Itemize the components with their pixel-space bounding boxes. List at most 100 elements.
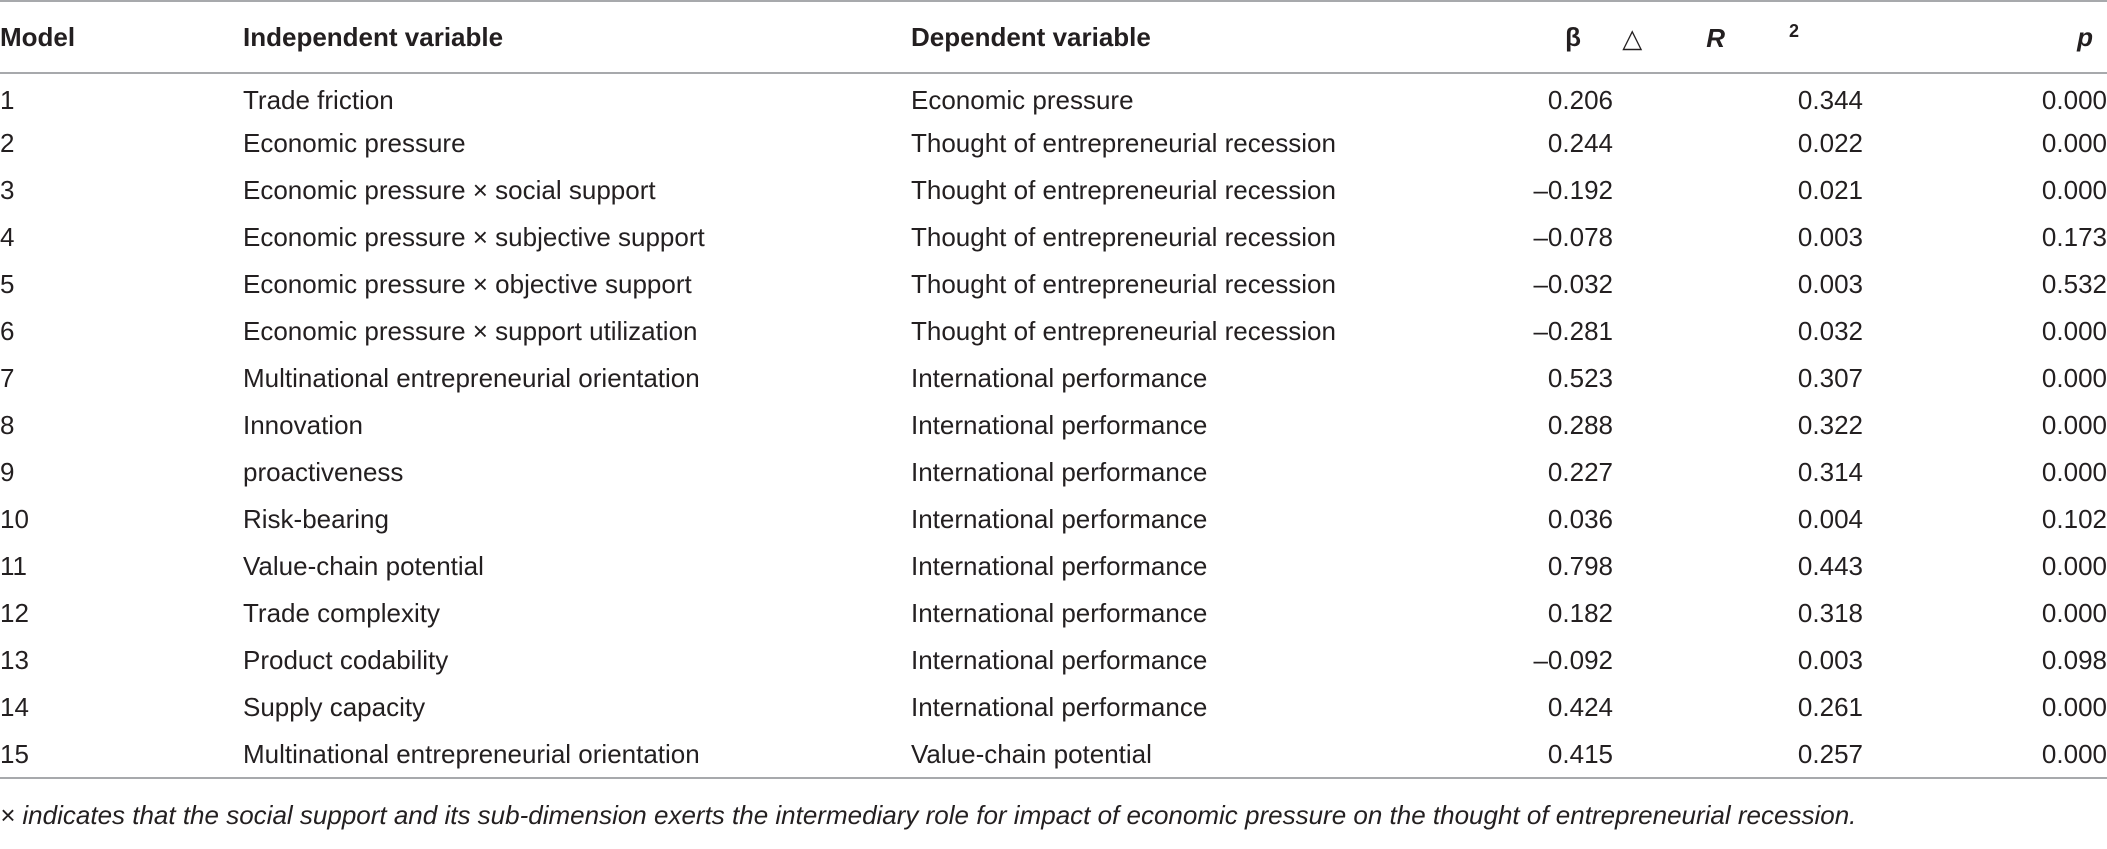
cell-model: 8	[0, 410, 15, 440]
header-dependent-variable: Dependent variable	[911, 0, 1451, 74]
header-row: Model Independent variable Dependent var…	[0, 0, 2107, 74]
cell-beta: 0.206	[1547, 84, 1613, 115]
cell-beta: 0.288	[1547, 410, 1613, 440]
cell-delta-r2: 0.032	[1797, 316, 1863, 346]
cell-model: 11	[0, 551, 27, 581]
cell-independent-variable: Economic pressure	[243, 128, 466, 158]
cell-model: 15	[0, 731, 243, 779]
table-row: 6 Economic pressure × support utilization…	[0, 308, 2107, 355]
cell-delta-r2: 0.004	[1797, 504, 1863, 534]
cell-independent-variable: Multinational entrepreneurial orientatio…	[243, 363, 700, 393]
table-row: 1 Trade friction Economic pressure 0.206 0.3…	[0, 73, 2107, 120]
cell-independent-variable: Value-chain potential	[243, 551, 484, 581]
table-row: 4 Economic pressure × subjective support T…	[0, 214, 2107, 261]
cell-beta: –0.078	[1533, 222, 1613, 252]
cell-beta: 0.415	[1451, 731, 1613, 779]
header-p-label: p	[2077, 21, 2093, 52]
cell-model: 14	[0, 692, 29, 722]
cell-independent-variable: Economic pressure × social support	[243, 175, 656, 205]
table-row: 2 Economic pressure Thought of entrepreneu…	[0, 120, 2107, 167]
cell-independent-variable: Economic pressure × objective support	[243, 269, 692, 299]
cell-dependent-variable: Value-chain potential	[911, 731, 1451, 779]
table-row: 12 Trade complexity International performa…	[0, 590, 2107, 637]
cell-delta-r2: 0.022	[1797, 128, 1863, 158]
cell-independent-variable: Supply capacity	[243, 692, 426, 722]
cell-beta: 0.036	[1547, 504, 1613, 534]
table-body: 1 Trade friction Economic pressure 0.206 0.3…	[0, 73, 2107, 779]
cell-dependent-variable: International performance	[911, 410, 1208, 440]
delta-symbol: △	[1622, 22, 1643, 53]
cell-delta-r2: 0.344	[1797, 84, 1863, 115]
cell-p: 0.000	[1863, 731, 2107, 779]
cell-dependent-variable: International performance	[911, 598, 1208, 628]
table-row: 10 Risk-bearing International performance 0…	[0, 496, 2107, 543]
cell-p: 0.000	[2041, 316, 2107, 346]
cell-dependent-variable: Thought of entrepreneurial recession	[911, 175, 1336, 205]
cell-delta-r2: 0.021	[1797, 175, 1863, 205]
cell-beta: –0.032	[1533, 269, 1613, 299]
header-independent-variable: Independent variable	[243, 0, 911, 74]
cell-beta: –0.192	[1533, 175, 1613, 205]
table-row: 9 proactiveness International performance 0…	[0, 449, 2107, 496]
cell-model: 9	[0, 457, 15, 487]
header-delta-r2-label: △ R 2	[1622, 21, 1799, 54]
cell-dependent-variable: International performance	[911, 504, 1208, 534]
table-row: 13 Product codability International perfor…	[0, 637, 2107, 684]
cell-beta: 0.798	[1547, 551, 1613, 581]
cell-model: 2	[0, 128, 15, 158]
cell-beta: 0.244	[1547, 128, 1613, 158]
cell-beta: 0.227	[1547, 457, 1613, 487]
header-delta-r2: △ R 2	[1613, 0, 1863, 74]
cell-dependent-variable: Thought of entrepreneurial recession	[911, 316, 1336, 346]
table-row: 8 Innovation International performance 0.28…	[0, 402, 2107, 449]
cell-p: 0.000	[2041, 128, 2107, 158]
cell-delta-r2: 0.307	[1797, 363, 1863, 393]
cell-model: 3	[0, 175, 15, 205]
regression-table: Model Independent variable Dependent var…	[0, 0, 2107, 779]
cell-p: 0.000	[2041, 551, 2107, 581]
table-row: 14 Supply capacity International performan…	[0, 684, 2107, 731]
header-beta: β	[1451, 0, 1613, 74]
cell-dependent-variable: Thought of entrepreneurial recession	[911, 222, 1336, 252]
header-model: Model	[0, 0, 243, 74]
cell-dependent-variable: International performance	[911, 692, 1208, 722]
table-header: Model Independent variable Dependent var…	[0, 0, 2107, 74]
cell-p: 0.532	[2041, 269, 2107, 299]
cell-model: 13	[0, 645, 29, 675]
cell-p: 0.000	[2041, 598, 2107, 628]
table-row: 7 Multinational entrepreneurial orientati…	[0, 355, 2107, 402]
cell-dependent-variable: International performance	[911, 645, 1208, 675]
cell-beta: 0.523	[1547, 363, 1613, 393]
cell-p: 0.102	[2041, 504, 2107, 534]
header-p: p	[1863, 0, 2107, 74]
cell-model: 4	[0, 222, 15, 252]
cell-beta: 0.424	[1547, 692, 1613, 722]
cell-beta: –0.281	[1533, 316, 1613, 346]
cell-independent-variable: Multinational entrepreneurial orientatio…	[243, 731, 911, 779]
cell-beta: 0.182	[1547, 598, 1613, 628]
table-row: 3 Economic pressure × social support Thoug…	[0, 167, 2107, 214]
cell-p: 0.000	[2041, 175, 2107, 205]
cell-dependent-variable: International performance	[911, 551, 1208, 581]
r2-exponent: 2	[1788, 20, 1799, 41]
cell-model: 12	[0, 598, 29, 628]
cell-p: 0.173	[2041, 222, 2107, 252]
cell-model: 10	[0, 504, 29, 534]
table-row: 5 Economic pressure × objective support Th…	[0, 261, 2107, 308]
cell-model: 5	[0, 269, 15, 299]
cell-independent-variable: Risk-bearing	[243, 504, 389, 534]
cell-model: 6	[0, 316, 15, 346]
cell-delta-r2: 0.257	[1613, 731, 1863, 779]
cell-p: 0.000	[2041, 84, 2107, 115]
cell-delta-r2: 0.443	[1797, 551, 1863, 581]
cell-model: 1	[0, 84, 15, 115]
cell-p: 0.000	[2041, 410, 2107, 440]
table-footnote: × indicates that the social support and …	[0, 800, 1857, 830]
cell-p: 0.098	[2041, 645, 2107, 675]
cell-independent-variable: Economic pressure × subjective support	[243, 222, 705, 252]
cell-independent-variable: Trade complexity	[243, 598, 440, 628]
cell-delta-r2: 0.314	[1797, 457, 1863, 487]
cell-independent-variable: Innovation	[243, 410, 363, 440]
cell-delta-r2: 0.318	[1797, 598, 1863, 628]
